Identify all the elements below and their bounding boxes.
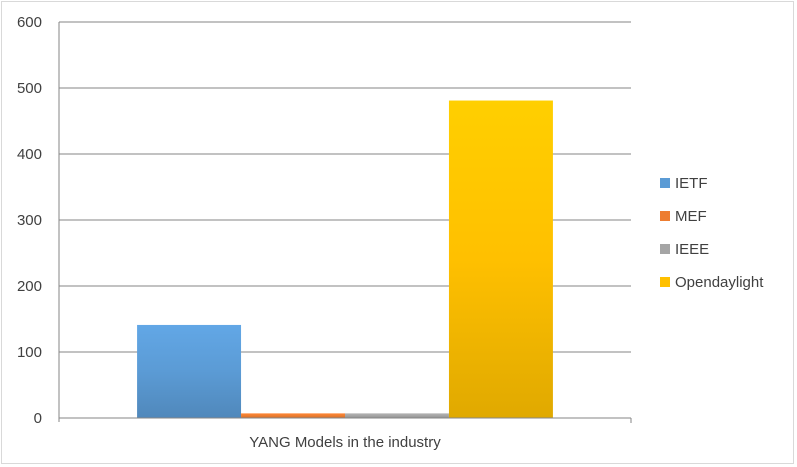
bar-ietf	[137, 324, 242, 418]
bar-ieee	[345, 413, 449, 418]
legend: IETF MEF IEEE Opendaylight	[660, 175, 764, 291]
y-tick-label: 100	[17, 344, 42, 361]
legend-swatch-ietf	[660, 178, 670, 188]
legend-label-ietf: IETF	[675, 175, 708, 192]
y-tick-label: 400	[17, 146, 42, 163]
legend-label-ieee: IEEE	[675, 241, 709, 258]
legend-swatch-ieee	[660, 244, 670, 254]
legend-swatch-opendaylight	[660, 277, 670, 287]
legend-swatch-mef	[660, 211, 670, 221]
y-tick-label: 200	[17, 278, 42, 295]
x-category-label: YANG Models in the industry	[249, 434, 441, 451]
axes	[58, 22, 632, 423]
bars	[137, 100, 553, 418]
bar-mef	[241, 413, 345, 418]
y-axis-ticks: 0 100 200 300 400 500 600	[17, 14, 42, 427]
y-tick-label: 300	[17, 212, 42, 229]
legend-label-mef: MEF	[675, 208, 707, 225]
y-tick-label: 0	[34, 410, 42, 427]
y-tick-label: 600	[17, 14, 42, 31]
y-tick-label: 500	[17, 80, 42, 97]
x-axis-categories: YANG Models in the industry	[249, 434, 441, 451]
bar-opendaylight	[448, 100, 553, 418]
legend-label-opendaylight: Opendaylight	[675, 274, 764, 291]
